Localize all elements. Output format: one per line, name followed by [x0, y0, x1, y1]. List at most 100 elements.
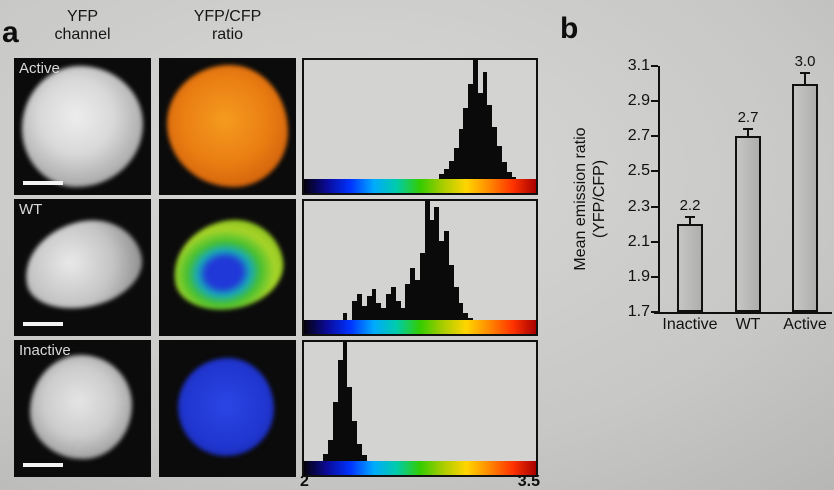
histogram-panel-active [302, 58, 538, 195]
column-header-ratio: YFP/CFP ratio [159, 8, 296, 44]
histogram-bin [323, 453, 329, 461]
row-label-active: Active [19, 60, 60, 77]
bar-wt [735, 136, 761, 312]
ratio-colorbar [304, 320, 536, 334]
histogram-bin [361, 305, 367, 320]
histogram-bin [371, 289, 377, 320]
column-header-line: YFP/CFP [193, 8, 262, 25]
y-axis-label: Mean emission ratio (YFP/CFP) [571, 67, 609, 331]
scale-bar [23, 463, 63, 467]
histogram-bin [337, 359, 343, 461]
y-tick-label: 1.7 [627, 303, 650, 320]
histogram-bars-inactive [304, 342, 536, 461]
x-category-label: Active [783, 316, 827, 333]
histogram-bin [501, 162, 507, 179]
y-tick-label: 2.7 [627, 127, 650, 145]
histogram-bin [347, 387, 353, 461]
histogram-bin [463, 312, 469, 320]
panel-a-letter: a [2, 16, 19, 49]
ratio-colorbar [304, 461, 536, 475]
y-tick-mark [651, 205, 658, 208]
error-bar-cap [743, 128, 753, 131]
histogram-bars-wt [304, 201, 536, 320]
cell-blob-yfp-inactive [30, 355, 132, 460]
histogram-bin [448, 265, 454, 320]
y-tick-label: 1.9 [627, 267, 650, 285]
x-category-label: WT [735, 316, 761, 333]
x-category-label: Inactive [662, 316, 718, 333]
histogram-bin [492, 126, 498, 179]
column-header-line: channel [54, 26, 111, 43]
histogram-bin [511, 176, 517, 179]
histogram-bin [453, 286, 459, 320]
error-bar-cap [800, 72, 810, 75]
y-axis-label-line1: Mean emission ratio [572, 127, 589, 271]
yfp-image-wt: WT [14, 199, 151, 336]
histogram-bin [444, 169, 449, 179]
error-bar-line [747, 129, 749, 139]
ratio-axis-min-label: 2 [300, 473, 309, 490]
histogram-bin [381, 308, 387, 320]
histogram-bars-active [304, 60, 536, 179]
histogram-panel-inactive [302, 340, 538, 477]
y-axis-label-line2: (YFP/CFP) [591, 159, 608, 239]
yfp-image-active: Active [14, 58, 151, 195]
mean-ratio-plot: 1.7 1.9 2.1 2.3 2.5 2.7 2.9 3.1 2.2 Inactive 2.7 WT… [628, 53, 832, 333]
histogram-bin [472, 60, 478, 179]
histogram-bin [468, 317, 473, 320]
histogram-bin [444, 230, 449, 320]
column-header-yfp-channel: YFP channel [14, 8, 151, 44]
cell-blob-yfp-wt [16, 210, 149, 319]
y-tick-mark [651, 275, 658, 278]
y-tick-label: 2.5 [627, 162, 650, 180]
histogram-bin [386, 293, 391, 320]
histogram-bin [342, 312, 348, 320]
ratio-axis-max-label: 3.5 [517, 473, 540, 490]
histogram-bin [410, 267, 416, 320]
histogram-bin [395, 300, 401, 320]
ratio-image-active [159, 58, 296, 195]
scale-bar [23, 181, 63, 185]
y-tick-label: 2.9 [627, 92, 650, 110]
histogram-bin [342, 342, 348, 461]
histogram-bin [506, 171, 512, 179]
bar-active [792, 83, 818, 312]
bar-value-label: 2.2 [679, 197, 701, 215]
scale-bar [23, 322, 63, 326]
histogram-bin [448, 161, 454, 179]
y-tick-mark [651, 240, 658, 243]
ratio-image-wt [159, 199, 296, 336]
y-tick-mark [651, 170, 658, 173]
ratio-axis-labels: 2 3.5 [300, 473, 540, 490]
error-bar-line [689, 217, 691, 227]
cell-blob-ratio-inactive [178, 357, 275, 457]
histogram-bin [352, 420, 358, 461]
histogram-bin [332, 401, 338, 461]
histogram-bin [439, 241, 445, 320]
histogram-bin [400, 308, 406, 320]
histogram-bin [434, 206, 440, 320]
histogram-panel-wt [302, 199, 538, 336]
y-tick-mark [651, 135, 658, 138]
histogram-bin [361, 455, 367, 461]
histogram-bin [328, 439, 333, 461]
y-tick-label: 3.1 [627, 57, 650, 74]
x-axis-line [654, 312, 832, 314]
histogram-bin [376, 303, 382, 320]
panel-b-letter: b [560, 12, 579, 45]
error-bar-cap [685, 216, 695, 219]
bar-inactive [677, 224, 703, 312]
histogram-bin [357, 444, 362, 461]
histogram-bin [482, 71, 488, 179]
ratio-image-inactive [159, 340, 296, 477]
y-axis-line [658, 66, 660, 312]
histogram-bin [487, 105, 493, 179]
bar-value-label: 2.7 [737, 109, 759, 127]
column-header-line: YFP [66, 8, 99, 25]
histogram-bin [439, 174, 445, 179]
histogram-bin [357, 293, 362, 320]
cell-blob-ratio-wt [165, 212, 290, 318]
histogram-bin [458, 303, 464, 320]
y-tick-label: 2.3 [627, 197, 650, 215]
